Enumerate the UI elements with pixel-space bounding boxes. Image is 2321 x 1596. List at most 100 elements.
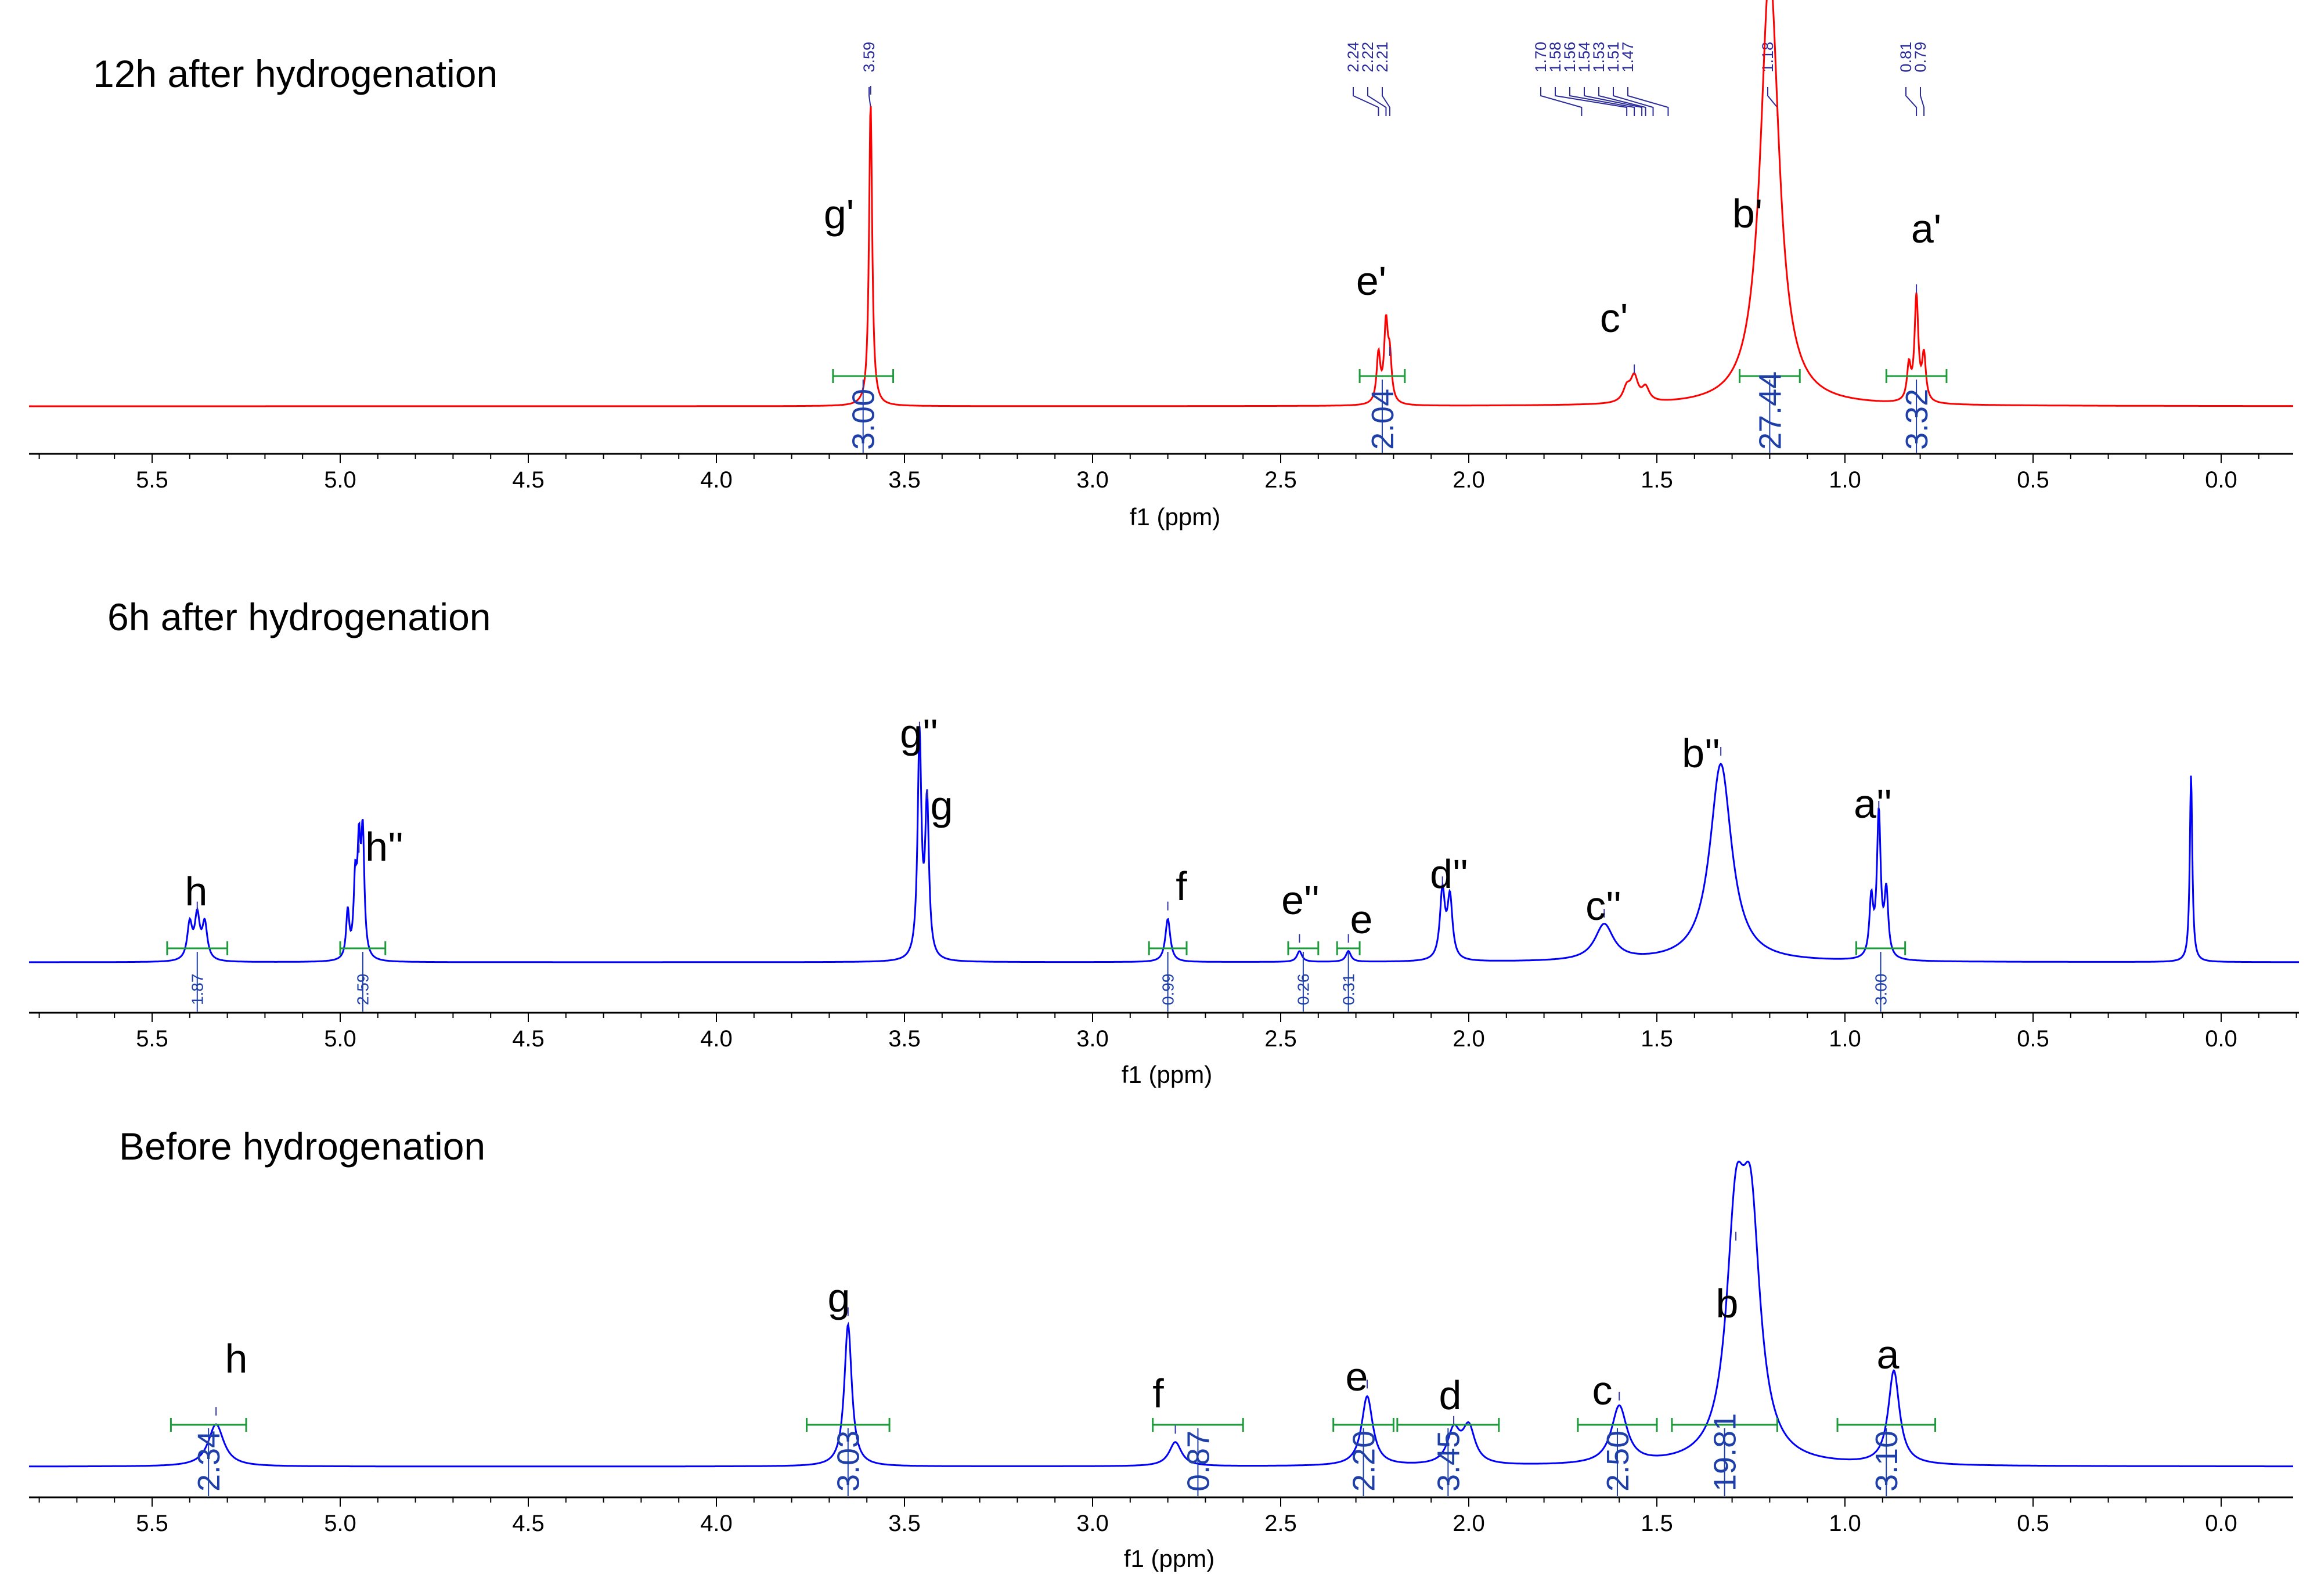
x-tick-label: 2.0: [1453, 467, 1485, 493]
peak-labels-12h: g' e' c' b' a': [824, 191, 1941, 341]
x-tick-label: 1.0: [1829, 467, 1861, 493]
integral-value: 3.00: [846, 389, 881, 450]
x-tick-label: 5.5: [136, 467, 168, 493]
x-tick-label: 4.5: [512, 467, 545, 493]
chemical-shift-label: 1.47: [1619, 42, 1637, 73]
spectrum-line: [29, 1160, 2293, 1468]
integral-value: 0.31: [1339, 974, 1357, 1006]
chemical-shift-label: 2.24: [1345, 42, 1362, 73]
peak-label: d: [1439, 1373, 1462, 1418]
spectrum-before: [29, 1160, 2293, 1468]
x-axis-title-6h: f1 (ppm): [1122, 1061, 1212, 1088]
panel-before: Before hydrogenation 2.34 3.03 0.87 2.20 3.4…: [29, 1125, 2293, 1572]
x-tick-label: 5.0: [324, 1511, 356, 1536]
panel-title-6h: 6h after hydrogenation: [107, 595, 491, 638]
integral-value: 2.50: [1601, 1431, 1635, 1492]
peak-label: c': [1600, 295, 1628, 341]
chemical-shift-leader: [1920, 87, 1925, 116]
peak-label: g: [931, 783, 953, 828]
x-tick-label: 2.0: [1453, 1026, 1485, 1052]
peak-label: e: [1346, 1354, 1368, 1399]
x-tick-label: 0.5: [2017, 467, 2049, 493]
x-tick-label: 2.5: [1264, 1026, 1297, 1052]
peak-label: e'': [1281, 878, 1320, 923]
integral-value: 2.34: [192, 1431, 226, 1492]
x-tick-label: 1.5: [1641, 1026, 1673, 1052]
peak-label: h: [225, 1336, 248, 1381]
peak-label: b: [1716, 1281, 1739, 1326]
integral-value: 1.87: [189, 974, 207, 1006]
x-tick-label: 3.0: [1076, 467, 1109, 493]
peak-label: a'': [1854, 781, 1892, 826]
panel-title-before: Before hydrogenation: [119, 1125, 485, 1168]
peak-label: c: [1592, 1368, 1613, 1413]
peak-labels-before: h g f e d c b a: [225, 1275, 1900, 1418]
chemical-shift-leader: [1627, 87, 1669, 116]
chemical-shift-label: 2.22: [1359, 42, 1376, 73]
integral-value: 3.45: [1431, 1431, 1466, 1492]
chemical-shift-leader: [1367, 87, 1387, 116]
integrals-12h: 3.00 2.04 27.44 3.32: [832, 369, 1948, 453]
x-tick-label: 0.0: [2205, 1511, 2237, 1536]
spectrum-line: [29, 0, 2293, 407]
x-tick-label: 5.0: [324, 467, 356, 493]
integral-value: 3.03: [831, 1431, 866, 1492]
spectrum-6h: [29, 721, 2299, 963]
chemical-shift-label: 0.79: [1912, 42, 1929, 73]
integral-value: 27.44: [1753, 371, 1787, 450]
chemical-shift-label: 1.56: [1561, 42, 1578, 73]
integral-value: 0.99: [1159, 974, 1177, 1006]
x-tick-label: 3.5: [888, 1511, 921, 1536]
x-tick-label: 3.0: [1076, 1511, 1109, 1536]
chemical-shift-leader: [1598, 87, 1646, 116]
x-tick-label: 0.0: [2205, 467, 2237, 493]
peak-labels-6h: h h'' g'' g f e'' e d'' c'' b'' a'': [185, 711, 1892, 942]
peak-label: f: [1176, 864, 1187, 909]
x-axis-title-before: f1 (ppm): [1124, 1545, 1214, 1572]
x-tick-label: 4.5: [512, 1026, 545, 1052]
integrals-6h: 1.87 2.59 0.99 0.26 0.31 3.00: [166, 941, 1906, 1012]
chemical-shift-leader: [1613, 87, 1654, 116]
x-tick-label: 4.0: [700, 467, 733, 493]
chemical-shift-leader: [1555, 87, 1628, 116]
chemical-shift-label: 3.59: [860, 42, 878, 73]
chemical-shift-label: 2.21: [1374, 42, 1391, 73]
chemical-shift-leader: [1382, 87, 1390, 116]
x-tick-label: 2.5: [1264, 1511, 1297, 1536]
peak-label: h'': [365, 824, 403, 869]
peak-label: d'': [1430, 851, 1468, 897]
peak-label: g'': [900, 711, 938, 756]
x-tick-label: 5.5: [136, 1511, 168, 1536]
integral-value: 2.59: [354, 974, 372, 1006]
shift-labels-12h: 3.59 2.242.222.21 1.701.581.561.541.531.51…: [860, 42, 1929, 116]
axis-6h: 5.5 5.0 4.5 4.0 3.5 3.0 2.5 2.0 1.5 1.0 0.5 0.0: [29, 1012, 2299, 1052]
chemical-shift-label: 1.54: [1576, 42, 1593, 73]
spectrum-line: [29, 726, 2299, 963]
panel-12h: 12h after hydrogenation 3.59 2.242.222.21…: [29, 0, 2293, 530]
integral-value: 0.87: [1181, 1431, 1216, 1492]
x-tick-label: 2.0: [1453, 1511, 1485, 1536]
axis-12h: 5.5 5.0 4.5 4.0 3.5 3.0 2.5 2.0 1.5 1.0 0.5 0.0: [29, 453, 2293, 493]
chemical-shift-label: 1.18: [1759, 42, 1776, 73]
x-axis-title-12h: f1 (ppm): [1130, 503, 1220, 530]
integral-value: 2.20: [1346, 1431, 1381, 1492]
peak-label: b': [1732, 191, 1763, 236]
chemical-shift-label: 1.70: [1532, 42, 1549, 73]
chemical-shift-label: 0.81: [1897, 42, 1915, 73]
integral-value: 3.10: [1869, 1431, 1904, 1492]
integral-value: 0.26: [1295, 974, 1313, 1006]
x-tick-label: 3.0: [1076, 1026, 1109, 1052]
spectrum-12h: [29, 0, 2293, 407]
x-tick-label: 2.5: [1264, 467, 1297, 493]
axis-before: 5.5 5.0 4.5 4.0 3.5 3.0 2.5 2.0 1.5 1.0 0.5 0.0: [29, 1496, 2293, 1536]
x-tick-label: 3.5: [888, 1026, 921, 1052]
x-tick-label: 1.5: [1641, 467, 1673, 493]
chemical-shift-label: 1.51: [1605, 42, 1622, 73]
x-tick-label: 1.5: [1641, 1511, 1673, 1536]
integrals-before: 2.34 3.03 0.87 2.20 3.45 2.50 19.81 3.10: [170, 1413, 1937, 1496]
integral-value: 2.04: [1365, 389, 1400, 450]
x-tick-label: 5.0: [324, 1026, 356, 1052]
peak-label: h: [185, 869, 208, 914]
chemical-shift-leader: [1905, 87, 1918, 116]
x-tick-label: 1.0: [1829, 1511, 1861, 1536]
